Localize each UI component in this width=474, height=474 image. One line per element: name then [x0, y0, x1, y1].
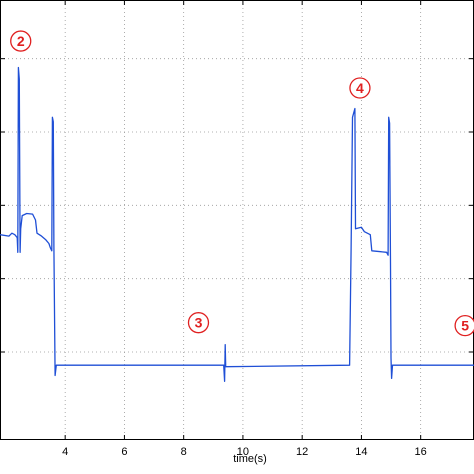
plot-frame [0, 0, 474, 440]
annotation-label: 5 [461, 318, 469, 334]
series-layer [0, 66, 474, 382]
x-axis-label: time(s) [233, 453, 267, 465]
annotation-circle [10, 30, 32, 52]
x-tick-label: 16 [415, 446, 427, 458]
x-axis-ticks: 4 6 8 10 12 14 16 [0, 0, 474, 458]
x-tick-label: 10 [237, 446, 249, 458]
annotation-circle [349, 77, 371, 99]
grid [0, 0, 474, 440]
annotation-circle [454, 314, 474, 337]
x-tick-label: 8 [181, 446, 187, 458]
series-line [0, 66, 474, 382]
annotation-layer: 2 3 4 5 [10, 30, 474, 337]
annotation-circle [187, 312, 210, 334]
x-tick-label: 14 [355, 446, 367, 458]
x-tick-label: 4 [62, 446, 68, 458]
annotation-label: 4 [356, 80, 364, 96]
x-tick-label: 12 [296, 446, 308, 458]
annotation-label: 3 [195, 315, 203, 331]
x-tick-label: 6 [121, 446, 127, 458]
annotation-label: 2 [17, 33, 25, 49]
